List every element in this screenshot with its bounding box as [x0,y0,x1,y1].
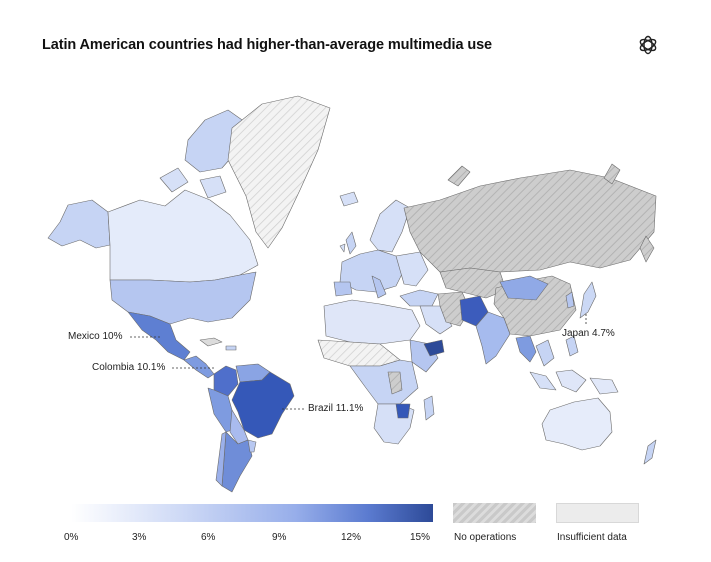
region-mongolia [499,275,549,301]
region-zimbabwe [395,403,411,419]
legend-tick: 9% [272,532,287,543]
region-mexico [127,311,191,361]
legend-tick: 12% [341,532,362,543]
legend-insufficient-data-label: Insufficient data [557,532,627,543]
chart-title: Latin American countries had higher-than… [42,37,493,53]
mexico-annotation: Mexico 10% [68,331,123,342]
legend-no-operations-label: No operations [454,532,517,543]
region-scandinavia [369,199,411,253]
legend-tick: 6% [201,532,216,543]
brazil-annotation: Brazil 11.1% [308,403,364,414]
region-canada [107,189,259,283]
region-greenland [227,95,331,249]
region-brazil [231,371,295,439]
openai-logo-icon [639,35,657,55]
legend-tick: 3% [132,532,147,543]
region-yemen [423,339,445,357]
region-north-africa [323,299,421,345]
legend-tick: 15% [410,532,431,543]
region-india [475,311,511,365]
legend-color-scale [71,504,433,522]
region-russia [403,169,657,273]
legend-insufficient-data-swatch [556,503,639,523]
legend-no-operations-swatch [453,503,536,523]
region-sahel [317,339,401,367]
japan-annotation: Japan 4.7% [562,328,615,339]
region-australia [541,397,613,451]
region-alaska [47,199,111,249]
colombia-annotation: Colombia 10.1% [92,362,166,373]
region-japan [579,281,597,319]
legend-tick: 0% [64,532,79,543]
